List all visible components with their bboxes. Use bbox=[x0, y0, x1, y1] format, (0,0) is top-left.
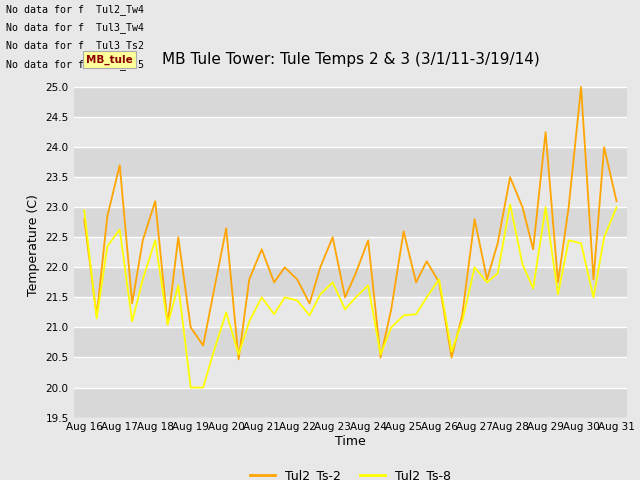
Bar bbox=[74, 87, 627, 117]
Bar bbox=[74, 267, 627, 298]
Bar bbox=[74, 207, 627, 237]
Bar bbox=[74, 237, 627, 267]
Bar bbox=[74, 387, 627, 418]
Legend: Tul2_Ts-2, Tul2_Ts-8: Tul2_Ts-2, Tul2_Ts-8 bbox=[245, 464, 456, 480]
Text: No data for f  Tul2_Tw4: No data for f Tul2_Tw4 bbox=[6, 4, 145, 15]
X-axis label: Time: Time bbox=[335, 435, 366, 448]
Text: No data for f  Tul3_Tw4: No data for f Tul3_Tw4 bbox=[6, 22, 145, 33]
Text: No data for f  Tul3_Ts2: No data for f Tul3_Ts2 bbox=[6, 40, 145, 51]
Bar bbox=[74, 147, 627, 177]
Title: MB Tule Tower: Tule Temps 2 & 3 (3/1/11-3/19/14): MB Tule Tower: Tule Temps 2 & 3 (3/1/11-… bbox=[161, 52, 540, 67]
Bar bbox=[74, 327, 627, 358]
Bar bbox=[74, 177, 627, 207]
Y-axis label: Temperature (C): Temperature (C) bbox=[27, 194, 40, 296]
Text: MB_tule: MB_tule bbox=[86, 54, 133, 65]
Text: No data for f  Tul3_Ts5: No data for f Tul3_Ts5 bbox=[6, 59, 145, 70]
Bar bbox=[74, 298, 627, 327]
Bar bbox=[74, 117, 627, 147]
Bar bbox=[74, 358, 627, 387]
